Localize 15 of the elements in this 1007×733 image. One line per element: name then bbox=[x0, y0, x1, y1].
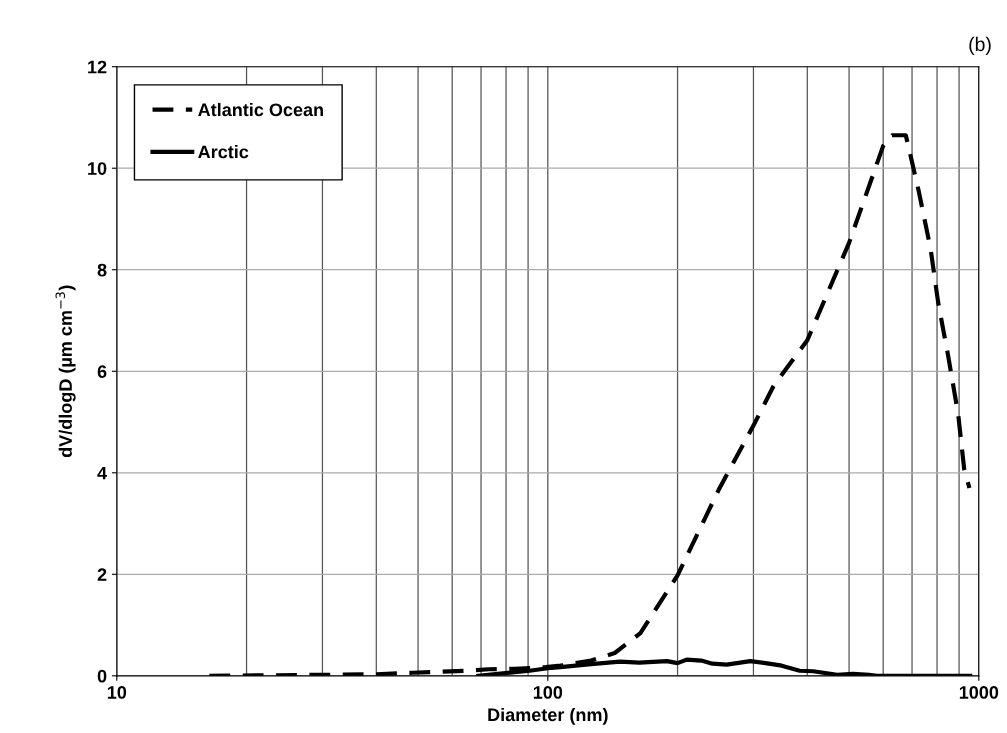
y-tick-label: 10 bbox=[88, 162, 107, 175]
y-tick-label: 6 bbox=[97, 365, 107, 378]
y-axis-title: dV/dlogD (µm cm$^{−3}$) bbox=[55, 285, 76, 458]
x-tick-label: 10 bbox=[107, 686, 127, 699]
x-axis-title: Diameter (nm) bbox=[488, 707, 608, 725]
y-tick-label: 12 bbox=[88, 60, 107, 74]
legend-label: Atlantic Ocean bbox=[198, 102, 323, 117]
legend-label: Arctic bbox=[198, 145, 249, 159]
x-tick-label: 1000 bbox=[959, 686, 999, 699]
y-tick-label: 4 bbox=[97, 466, 107, 480]
text: (b) bbox=[969, 36, 991, 55]
x-tick-label: 100 bbox=[533, 686, 563, 699]
y-tick-label: 2 bbox=[97, 568, 107, 581]
y-tick-label: 8 bbox=[97, 263, 107, 277]
y-tick-label: 0 bbox=[97, 669, 107, 683]
